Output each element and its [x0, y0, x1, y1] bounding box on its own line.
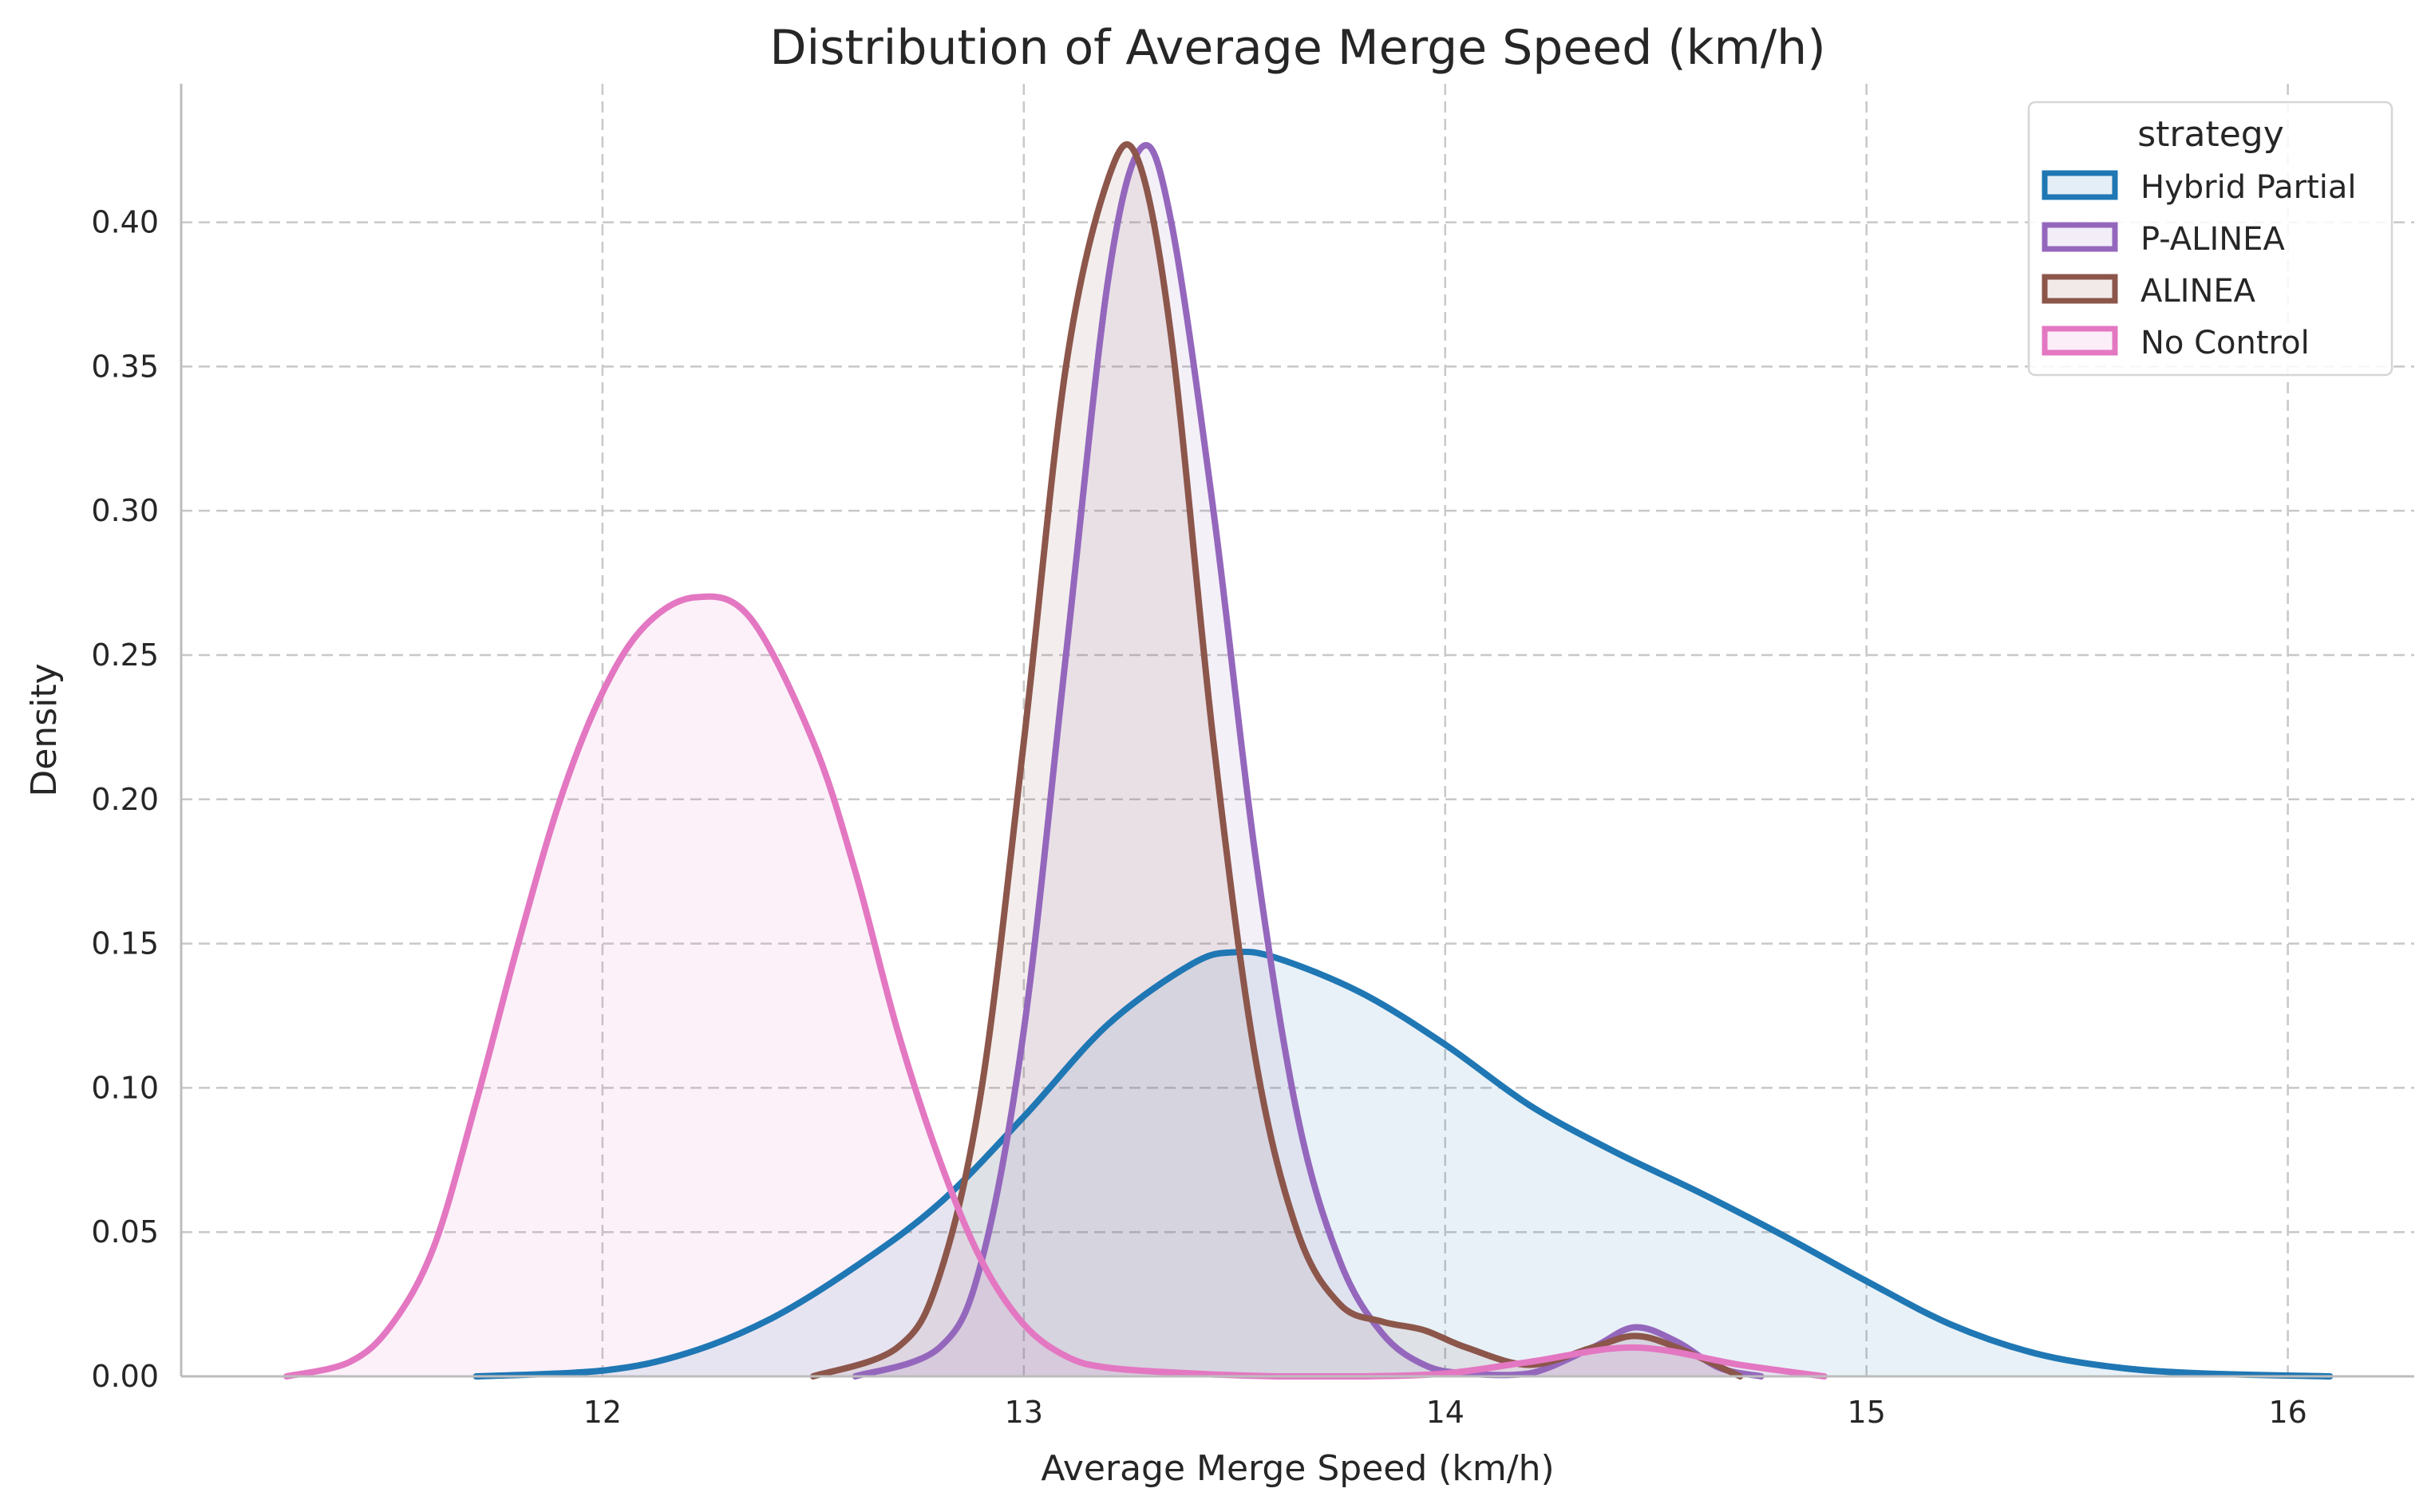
y-tick-label: 0.30 — [91, 493, 159, 528]
y-tick-label: 0.40 — [91, 205, 159, 240]
series-lines — [283, 141, 2334, 1380]
legend-swatch-p-alinea — [2042, 222, 2118, 252]
legend-label-hybrid-partial: Hybrid Partial — [2140, 169, 2357, 206]
x-tick-label: 16 — [2268, 1395, 2306, 1430]
legend-title: strategy — [2137, 114, 2284, 155]
line-p-alinea — [852, 142, 1765, 1380]
x-tick-label: 14 — [1426, 1395, 1465, 1430]
y-tick-label: 0.10 — [91, 1070, 159, 1105]
legend-label-alinea: ALINEA — [2140, 273, 2256, 310]
y-tick-label: 0.05 — [91, 1214, 159, 1249]
legend-label-no-control: No Control — [2140, 325, 2310, 361]
line-alinea — [809, 141, 1744, 1380]
line-hybrid-partial — [472, 948, 2334, 1380]
y-tick-label: 0.00 — [91, 1359, 159, 1394]
x-tick-label: 12 — [583, 1395, 622, 1430]
series-areas — [286, 144, 2330, 1377]
legend-swatch-alinea — [2042, 274, 2118, 304]
chart-title: Distribution of Average Merge Speed (km/… — [769, 20, 1825, 76]
legend-swatch-no-control — [2042, 326, 2118, 356]
y-tick-label: 0.35 — [91, 349, 159, 384]
x-axis-label: Average Merge Speed (km/h) — [1041, 1448, 1554, 1489]
y-axis-label: Density — [24, 663, 65, 796]
legend-label-p-alinea: P-ALINEA — [2140, 221, 2285, 258]
area-alinea — [812, 144, 1741, 1376]
legend-box — [2027, 101, 2393, 377]
y-tick-label: 0.25 — [91, 638, 159, 673]
x-tick-label: 15 — [1848, 1395, 1886, 1430]
legend-swatch-hybrid-partial — [2042, 170, 2118, 200]
area-p-alinea — [855, 144, 1761, 1377]
area-no-control — [286, 596, 1824, 1376]
y-tick-label: 0.20 — [91, 782, 159, 817]
legend: strategy Hybrid Partial P-ALINEA ALINEA No … — [2027, 101, 2393, 377]
x-tick-label: 13 — [1005, 1395, 1043, 1430]
x-ticks: 12 13 14 15 16 — [583, 1395, 2307, 1430]
y-tick-label: 0.15 — [91, 926, 159, 961]
y-ticks: 0.00 0.05 0.10 0.15 0.20 0.25 0.30 0.35 0.40 — [91, 205, 159, 1394]
grid-layer — [181, 84, 2414, 1376]
